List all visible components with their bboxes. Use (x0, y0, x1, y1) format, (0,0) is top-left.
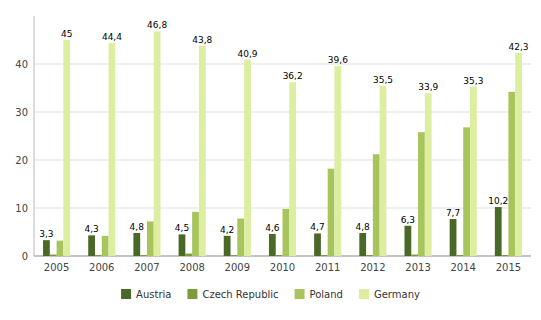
bar (50, 255, 57, 256)
bar (231, 255, 238, 256)
bar (373, 154, 380, 256)
legend-label: Austria (136, 289, 171, 300)
legend-item: Czech Republic (187, 289, 278, 300)
x-tick-label: 2010 (270, 262, 295, 273)
bar (289, 82, 296, 256)
bar (57, 241, 64, 256)
data-label: 3,3 (39, 229, 53, 239)
bar (154, 31, 161, 256)
y-axis-line (34, 16, 35, 256)
data-label: 45 (61, 29, 72, 39)
bar (88, 235, 95, 256)
bar (314, 233, 321, 256)
legend-swatch (121, 289, 131, 299)
data-label: 4,5 (175, 223, 189, 233)
bar (456, 255, 463, 256)
data-label: 33,9 (418, 82, 438, 92)
data-label: 6,3 (401, 215, 415, 225)
legend-swatch (359, 289, 369, 299)
data-label: 40,9 (237, 49, 257, 59)
data-labels: 3,3 4,3 4,8 4,5 4,2 4,6 4,7 4,8 6,3 7,7 10,2 45 44,4… (39, 20, 528, 239)
x-tick-label: 2014 (451, 262, 476, 273)
x-tick-label: 2009 (225, 262, 250, 273)
y-tick-label: 0 (22, 251, 28, 262)
bar (470, 87, 477, 256)
bar (199, 46, 206, 256)
bar (380, 86, 387, 256)
bars (43, 31, 522, 256)
bar (495, 207, 502, 256)
data-label: 42,3 (509, 42, 529, 52)
bar (328, 169, 335, 256)
x-tick-label: 2008 (179, 262, 204, 273)
bar (269, 234, 276, 256)
data-label: 4,8 (130, 222, 145, 232)
data-label: 4,3 (84, 224, 98, 234)
bar (508, 92, 515, 256)
bar (418, 132, 425, 256)
y-tick-label: 30 (15, 107, 28, 118)
bar (404, 226, 411, 256)
data-label: 35,5 (373, 75, 393, 85)
bar (179, 234, 186, 256)
chart: 0 10 20 30 40 3,3 4,3 4,8 4,5 4,2 4,6 4,7 4,8 6,3 7,7 1… (0, 0, 541, 320)
x-tick-label: 2006 (89, 262, 114, 273)
legend-label: Czech Republic (202, 289, 278, 300)
legend: Austria Czech Republic Poland Germany (121, 289, 420, 300)
y-tick-label: 20 (15, 155, 28, 166)
data-label: 44,4 (102, 32, 122, 42)
bar (359, 233, 366, 256)
x-tick-label: 2007 (134, 262, 159, 273)
bar (334, 66, 341, 256)
bar (321, 255, 328, 256)
x-tick-label: 2012 (360, 262, 385, 273)
data-label: 4,7 (310, 222, 324, 232)
bar (192, 212, 199, 256)
data-label: 43,8 (192, 35, 212, 45)
bar (224, 236, 231, 256)
legend-label: Germany (374, 289, 420, 300)
data-label: 36,2 (283, 71, 303, 81)
bar (95, 255, 102, 256)
bar (515, 53, 522, 256)
bar (140, 255, 147, 256)
legend-item: Austria (121, 289, 171, 300)
legend-item: Poland (295, 289, 343, 300)
data-label: 4,8 (356, 222, 371, 232)
bar (502, 255, 509, 256)
bar (237, 219, 244, 256)
bar (450, 219, 457, 256)
legend-item: Germany (359, 289, 420, 300)
x-tick-label: 2011 (315, 262, 340, 273)
y-tick-label: 40 (15, 59, 28, 70)
data-label: 7,7 (446, 208, 460, 218)
x-tick-label: 2015 (496, 262, 521, 273)
bar (43, 240, 50, 256)
data-label: 39,6 (328, 55, 348, 65)
bar (102, 236, 109, 256)
data-label: 10,2 (488, 196, 508, 206)
bar (185, 254, 192, 256)
data-label: 35,3 (463, 76, 483, 86)
bar (133, 233, 140, 256)
legend-label: Poland (310, 289, 343, 300)
x-tick-label: 2013 (405, 262, 430, 273)
bar (283, 209, 290, 256)
bar (109, 43, 116, 256)
data-label: 46,8 (147, 20, 167, 30)
bar (276, 255, 283, 256)
bar (147, 221, 154, 256)
bar (463, 127, 470, 256)
bar (411, 255, 418, 256)
data-label: 4,6 (265, 223, 280, 233)
x-tick-label: 2005 (44, 262, 69, 273)
bar (366, 255, 373, 256)
legend-swatch (295, 289, 305, 299)
legend-swatch (187, 289, 197, 299)
bar (244, 60, 251, 256)
bar (425, 93, 432, 256)
bar (63, 40, 70, 256)
y-tick-label: 10 (15, 203, 28, 214)
data-label: 4,2 (220, 225, 234, 235)
